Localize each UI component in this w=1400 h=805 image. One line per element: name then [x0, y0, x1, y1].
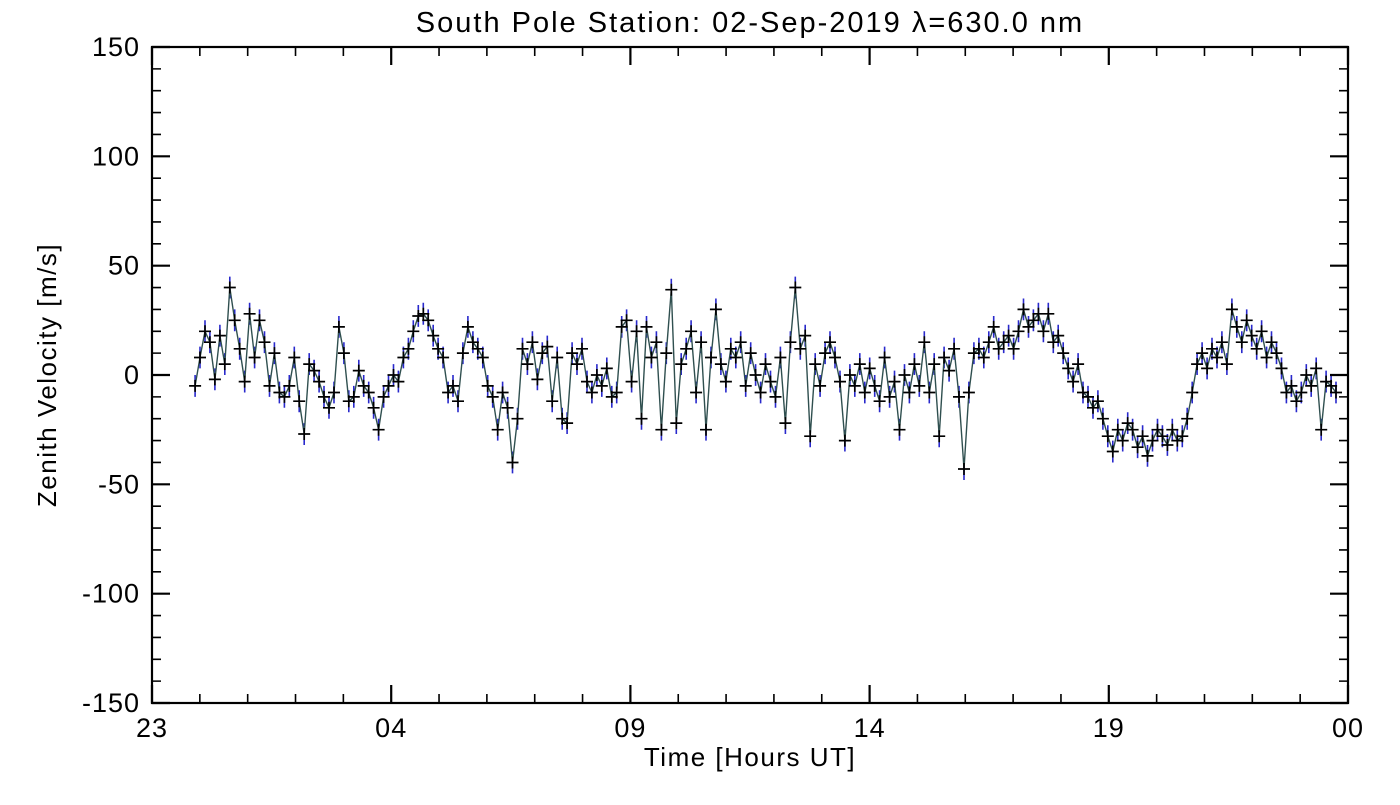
x-tick-label: 04: [375, 713, 407, 743]
x-tick-label: 23: [136, 713, 168, 743]
y-axis-tick-labels: -150 -100 -50 0 50 100 150: [82, 32, 140, 718]
x-tick-label: 09: [614, 713, 646, 743]
x-axis-label: Time [Hours UT]: [644, 742, 856, 772]
minor-ticks: [152, 47, 1348, 703]
y-tick-label: -100: [82, 579, 140, 609]
data-markers: [189, 281, 1342, 475]
x-axis-tick-labels: 23 04 09 14 19 00: [136, 713, 1364, 743]
y-tick-label: 100: [92, 141, 140, 171]
data-line: [194, 287, 1337, 470]
major-ticks: [150, 45, 1350, 705]
y-tick-label: 50: [108, 251, 140, 281]
x-tick-label: 14: [854, 713, 886, 743]
x-tick-label: 00: [1332, 713, 1364, 743]
y-tick-label: 150: [92, 32, 140, 62]
y-axis-label: Zenith Velocity [m/s]: [32, 243, 62, 507]
y-tick-label: -150: [82, 688, 140, 718]
y-tick-label: 0: [124, 360, 140, 390]
chart-title: South Pole Station: 02-Sep-2019 λ=630.0 …: [416, 7, 1084, 39]
x-tick-label: 19: [1093, 713, 1125, 743]
y-tick-label: -50: [98, 469, 140, 499]
error-bars: [194, 276, 1337, 480]
